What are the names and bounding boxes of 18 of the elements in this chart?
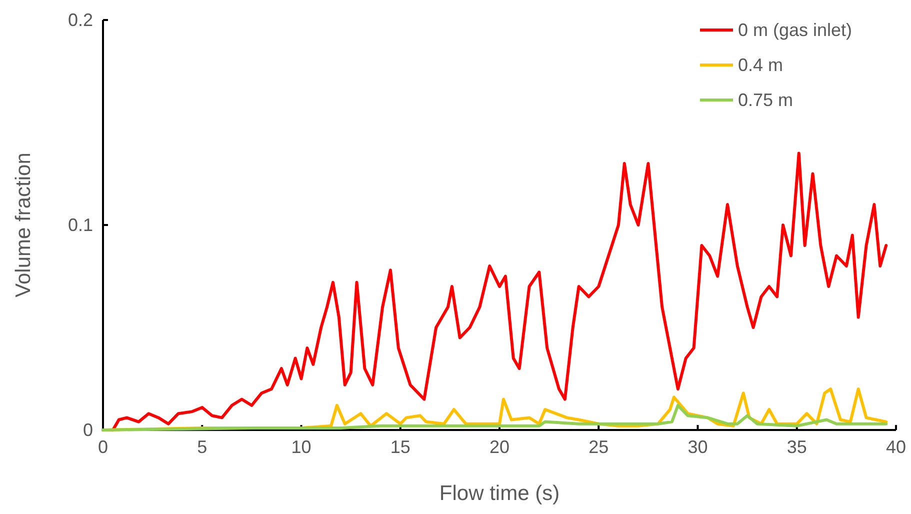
x-tick-label: 30	[688, 437, 708, 457]
x-axis-title: Flow time (s)	[439, 482, 560, 505]
x-tick-label: 0	[98, 437, 108, 457]
x-tick-label: 20	[489, 437, 510, 457]
y-axis-title: Volume fraction	[12, 152, 35, 298]
x-tick-label: 15	[390, 437, 410, 457]
y-tick-label: 0.2	[68, 10, 93, 30]
line-series	[102, 404, 888, 432]
y-tick-label: 0.1	[68, 215, 93, 235]
x-tick-label: 35	[786, 437, 807, 457]
legend-label: 0.4 m	[738, 55, 784, 75]
legend-label: 0 m (gas inlet)	[738, 20, 852, 40]
x-tick-label: 5	[197, 437, 208, 457]
x-tick-label: 10	[291, 437, 312, 457]
y-tick-label: 0	[82, 420, 93, 440]
legend-label: 0.75 m	[738, 90, 794, 110]
x-tick-label: 25	[588, 437, 609, 457]
x-tick-label: 40	[886, 437, 906, 457]
